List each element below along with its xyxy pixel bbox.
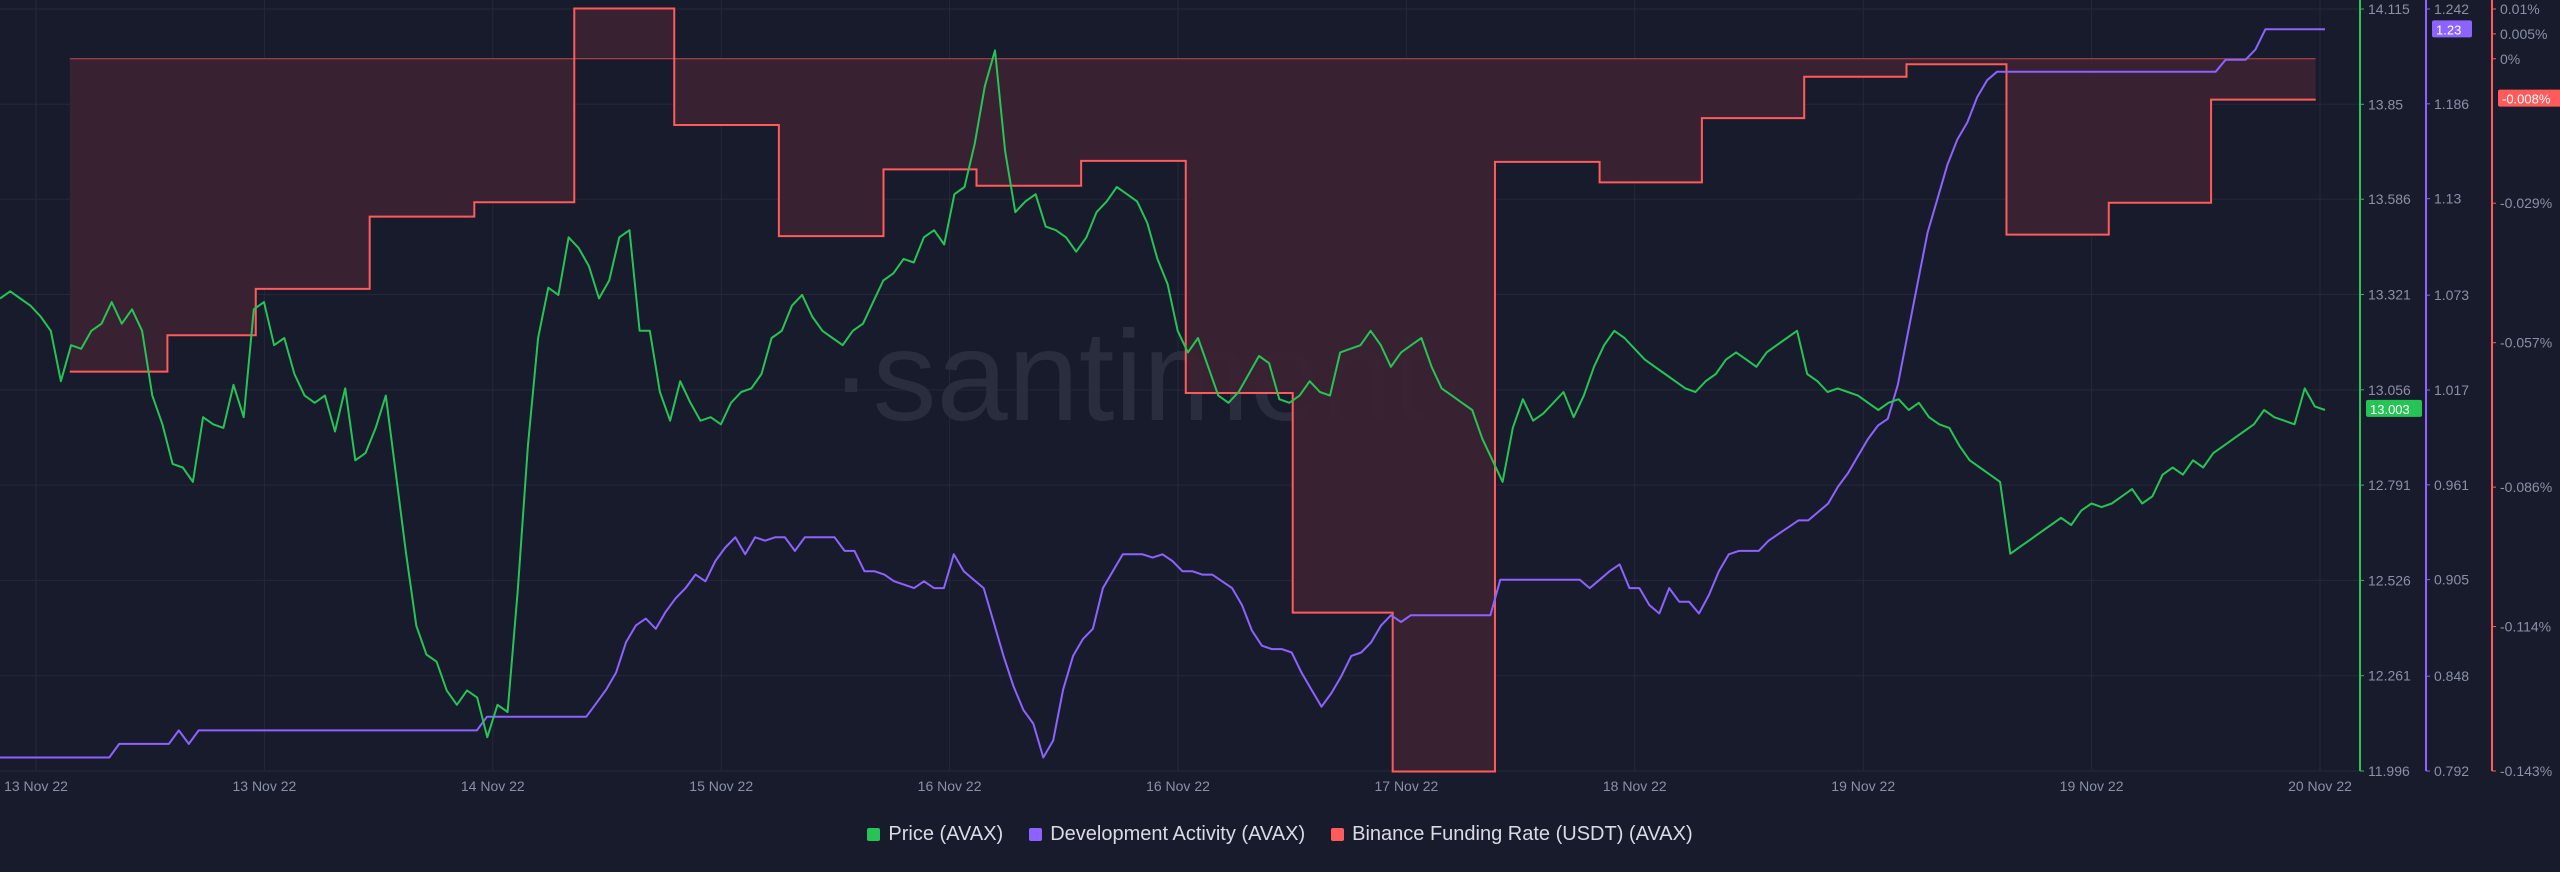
axis-tick-label-funding_rate: -0.114% bbox=[2500, 619, 2551, 635]
x-axis-tick-label: 19 Nov 22 bbox=[1831, 778, 1895, 794]
axis-tick-label-funding_rate: -0.143% bbox=[2500, 763, 2552, 779]
x-axis-tick-label: 18 Nov 22 bbox=[1603, 778, 1667, 794]
legend-item-dev-activity[interactable]: Development Activity (AVAX) bbox=[1029, 823, 1305, 846]
axis-tick-label-dev_activity: 1.242 bbox=[2434, 1, 2469, 17]
axis-tick-label-dev_activity: 0.961 bbox=[2434, 477, 2469, 493]
x-axis-tick-label: 19 Nov 22 bbox=[2060, 778, 2124, 794]
axis-tick-label-funding_rate: -0.029% bbox=[2500, 195, 2552, 211]
dev-activity-series bbox=[0, 28, 2325, 759]
axis-tick-label-funding_rate: 0% bbox=[2500, 51, 2520, 67]
axis-tick-label-dev_activity: 0.905 bbox=[2434, 572, 2469, 588]
axis-tick-label-dev_activity: 0.848 bbox=[2434, 668, 2469, 684]
axis-tick-label-price: 13.586 bbox=[2368, 191, 2411, 207]
chart-legend: Price (AVAX) Development Activity (AVAX)… bbox=[0, 818, 2560, 850]
axis-tick-label-price: 12.261 bbox=[2368, 668, 2411, 684]
axis-tick-label-price: 12.791 bbox=[2368, 477, 2411, 493]
axis-tick-label-price: 13.056 bbox=[2368, 382, 2411, 398]
x-axis-tick-label: 17 Nov 22 bbox=[1374, 778, 1438, 794]
axes: 14.115 13.85 13.586 13.321 13.056 12.791 12.52… bbox=[2359, 0, 2560, 779]
axis-tick-label-dev_activity: 1.073 bbox=[2434, 287, 2469, 303]
legend-swatch-dev-activity bbox=[1029, 827, 1043, 841]
axis-tick-label-price: 12.526 bbox=[2368, 572, 2411, 588]
legend-label-price: Price (AVAX) bbox=[888, 822, 1004, 845]
current-value-badge-dev_activity bbox=[2432, 20, 2472, 38]
axis-tick-label-dev_activity: 1.13 bbox=[2434, 191, 2461, 207]
axis-tick-label-funding_rate: 0.005% bbox=[2500, 26, 2547, 42]
x-axis-tick-label: 20 Nov 22 bbox=[2288, 778, 2352, 794]
axis-tick-label-funding_rate: 0.01% bbox=[2500, 1, 2540, 17]
legend-swatch-funding-rate bbox=[1331, 827, 1345, 841]
axis-tick-label-funding_rate: -0.057% bbox=[2500, 335, 2552, 351]
funding-rate-line bbox=[69, 7, 2316, 773]
axis-tick-label-dev_activity: 1.017 bbox=[2434, 382, 2469, 398]
current-value-label-price: 13.003 bbox=[2370, 402, 2410, 417]
dev-activity-line bbox=[0, 28, 2325, 759]
axis-tick-label-dev_activity: 0.792 bbox=[2434, 763, 2469, 779]
axis-tick-label-price: 14.115 bbox=[2368, 1, 2410, 17]
x-axis-tick-label: 14 Nov 22 bbox=[461, 778, 525, 794]
axis-tick-label-price: 13.85 bbox=[2368, 96, 2403, 112]
x-axis-tick-label: 13 Nov 22 bbox=[232, 778, 296, 794]
x-axis-tick-label: 15 Nov 22 bbox=[689, 778, 753, 794]
legend-item-price[interactable]: Price (AVAX) bbox=[867, 823, 1003, 846]
funding-rate-area bbox=[69, 8, 2316, 772]
current-value-label-dev_activity: 1.23 bbox=[2436, 22, 2461, 37]
x-axis-tick-label: 16 Nov 22 bbox=[918, 778, 982, 794]
legend-item-funding-rate[interactable]: Binance Funding Rate (USDT) (AVAX) bbox=[1331, 823, 1693, 846]
x-axis-tick-label: 16 Nov 22 bbox=[1146, 778, 1210, 794]
axis-tick-label-price: 13.321 bbox=[2368, 287, 2411, 303]
price-series bbox=[0, 49, 2326, 739]
x-axis: 13 Nov 22 13 Nov 22 14 Nov 22 15 Nov 22 16 N… bbox=[4, 778, 2352, 794]
current-value-badge-funding_rate bbox=[2498, 89, 2560, 107]
current-value-label-funding_rate: -0.008% bbox=[2502, 92, 2551, 107]
legend-label-funding-rate: Binance Funding Rate (USDT) (AVAX) bbox=[1352, 822, 1693, 845]
price-line bbox=[0, 49, 2326, 739]
x-axis-tick-label: 13 Nov 22 bbox=[4, 778, 68, 794]
axis-tick-label-price: 11.996 bbox=[2368, 763, 2410, 779]
funding-rate-series bbox=[69, 7, 2316, 773]
legend-label-dev-activity: Development Activity (AVAX) bbox=[1050, 822, 1306, 845]
axis-tick-label-funding_rate: -0.086% bbox=[2500, 479, 2552, 495]
current-value-badge-price bbox=[2366, 399, 2422, 417]
legend-swatch-price bbox=[867, 827, 881, 841]
axis-tick-label-dev_activity: 1.186 bbox=[2434, 96, 2469, 112]
